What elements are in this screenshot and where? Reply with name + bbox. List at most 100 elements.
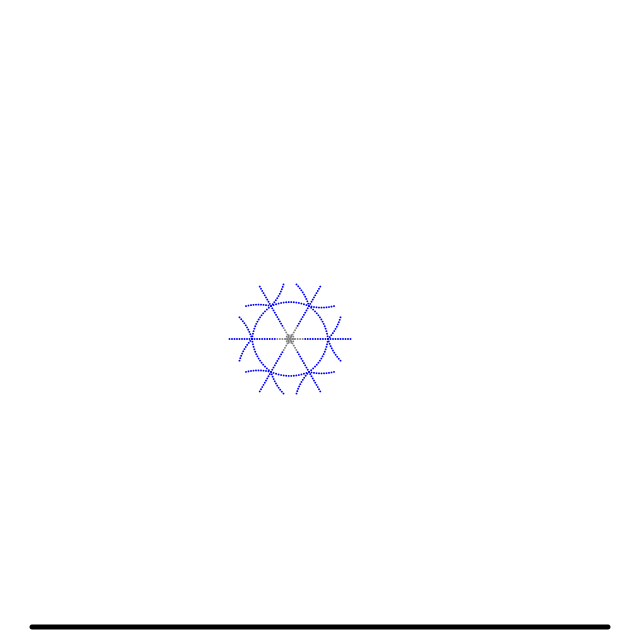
arm-dot <box>298 385 301 388</box>
edge-dot <box>260 314 263 317</box>
spoke-dot <box>271 368 274 371</box>
spoke-dot <box>272 366 275 369</box>
arm-dot <box>243 348 246 351</box>
arm-dot <box>248 330 251 333</box>
spoke-dot <box>295 349 298 351</box>
arm-dot <box>255 369 257 372</box>
arm-dot <box>320 306 323 309</box>
spoke-dot <box>275 362 278 365</box>
edge-dot <box>267 306 270 309</box>
spoke-dot <box>281 351 284 354</box>
arm-dot <box>267 300 270 303</box>
arm-dot <box>306 300 309 303</box>
edge-dot <box>305 304 308 307</box>
edge-dot <box>314 310 316 313</box>
spoke-dot <box>295 327 298 329</box>
core-dot <box>285 338 287 340</box>
arm-dot <box>299 383 302 386</box>
arm-dot <box>277 295 280 297</box>
arm-dot <box>265 379 267 382</box>
arm-dot <box>263 294 266 297</box>
arm-dot <box>242 350 245 353</box>
spoke-dot <box>297 353 300 356</box>
edge-dot <box>320 318 323 321</box>
edge-dot <box>320 357 323 360</box>
edge-dot <box>292 374 295 377</box>
arm-dot <box>275 382 277 385</box>
edge-dot <box>322 322 325 325</box>
arm-dot <box>263 381 266 384</box>
edge-dot <box>285 374 288 377</box>
spoke-dot <box>299 355 302 358</box>
arm-dot <box>270 305 272 308</box>
edge-dot <box>300 302 303 305</box>
edge-dot <box>295 301 298 304</box>
edge-dot <box>312 308 315 311</box>
arm-dot <box>231 338 233 340</box>
core-dot <box>289 338 291 340</box>
core-dot <box>291 338 293 340</box>
arm-dot <box>313 296 315 299</box>
arm-dot <box>330 334 333 337</box>
spoke-dot <box>297 322 300 325</box>
core-dot <box>290 334 293 337</box>
arm-dot <box>329 345 332 348</box>
arm-dot <box>333 351 336 354</box>
edge-dot <box>254 325 257 328</box>
arm-dot <box>265 370 267 372</box>
arm-dot <box>331 332 334 335</box>
arm-dot <box>344 338 347 340</box>
arm-dot <box>342 338 344 340</box>
arm-dot <box>267 304 270 307</box>
edge-dot <box>272 371 275 374</box>
spoke-dot <box>294 329 297 332</box>
arm-dot <box>228 338 231 340</box>
edge-dot <box>290 374 293 377</box>
spoke-dot <box>263 338 266 340</box>
spoke-dot <box>276 359 279 362</box>
spoke-dot <box>324 338 327 340</box>
spoke-dot <box>304 311 307 314</box>
arm-dot <box>318 388 320 391</box>
arm-dot <box>300 289 303 292</box>
arm-dot <box>260 287 262 290</box>
spoke-dot <box>304 364 307 367</box>
edge-dot <box>285 301 288 304</box>
spoke-dot <box>300 357 303 360</box>
spoke-dot <box>299 338 302 340</box>
edge-dot <box>317 361 320 364</box>
arm-dot <box>248 338 251 340</box>
arm-dot <box>318 306 320 309</box>
arm-dot <box>252 303 255 306</box>
spoke-dot <box>282 327 285 329</box>
core-dot <box>285 340 288 343</box>
edge-dot <box>318 316 321 319</box>
spoke-dot <box>301 338 304 340</box>
arm-dot <box>337 338 339 340</box>
arm-dot <box>323 372 325 375</box>
arm-dot <box>308 370 310 373</box>
arm-dot <box>315 383 318 386</box>
arm-dot <box>274 299 277 302</box>
edge-dot <box>310 369 313 372</box>
edge-dot <box>282 301 285 304</box>
edge-dot <box>297 374 300 376</box>
arm-dot <box>328 342 331 345</box>
edge-dot <box>265 308 268 311</box>
arm-dot <box>257 369 260 372</box>
arm-dot <box>297 285 300 288</box>
spoke-dot <box>278 355 281 358</box>
core-dot <box>293 338 295 340</box>
spoke-dot <box>311 338 314 340</box>
edge-dot <box>256 355 259 358</box>
spoke-dot <box>278 320 281 323</box>
edge-dot <box>297 302 300 304</box>
arm-dot <box>267 375 270 378</box>
arm-dot <box>250 370 252 372</box>
arm-dot <box>265 296 267 299</box>
arm-dot <box>273 301 276 304</box>
arm-dot <box>239 357 242 360</box>
spoke-dot <box>302 313 305 316</box>
edge-dot <box>312 367 315 370</box>
